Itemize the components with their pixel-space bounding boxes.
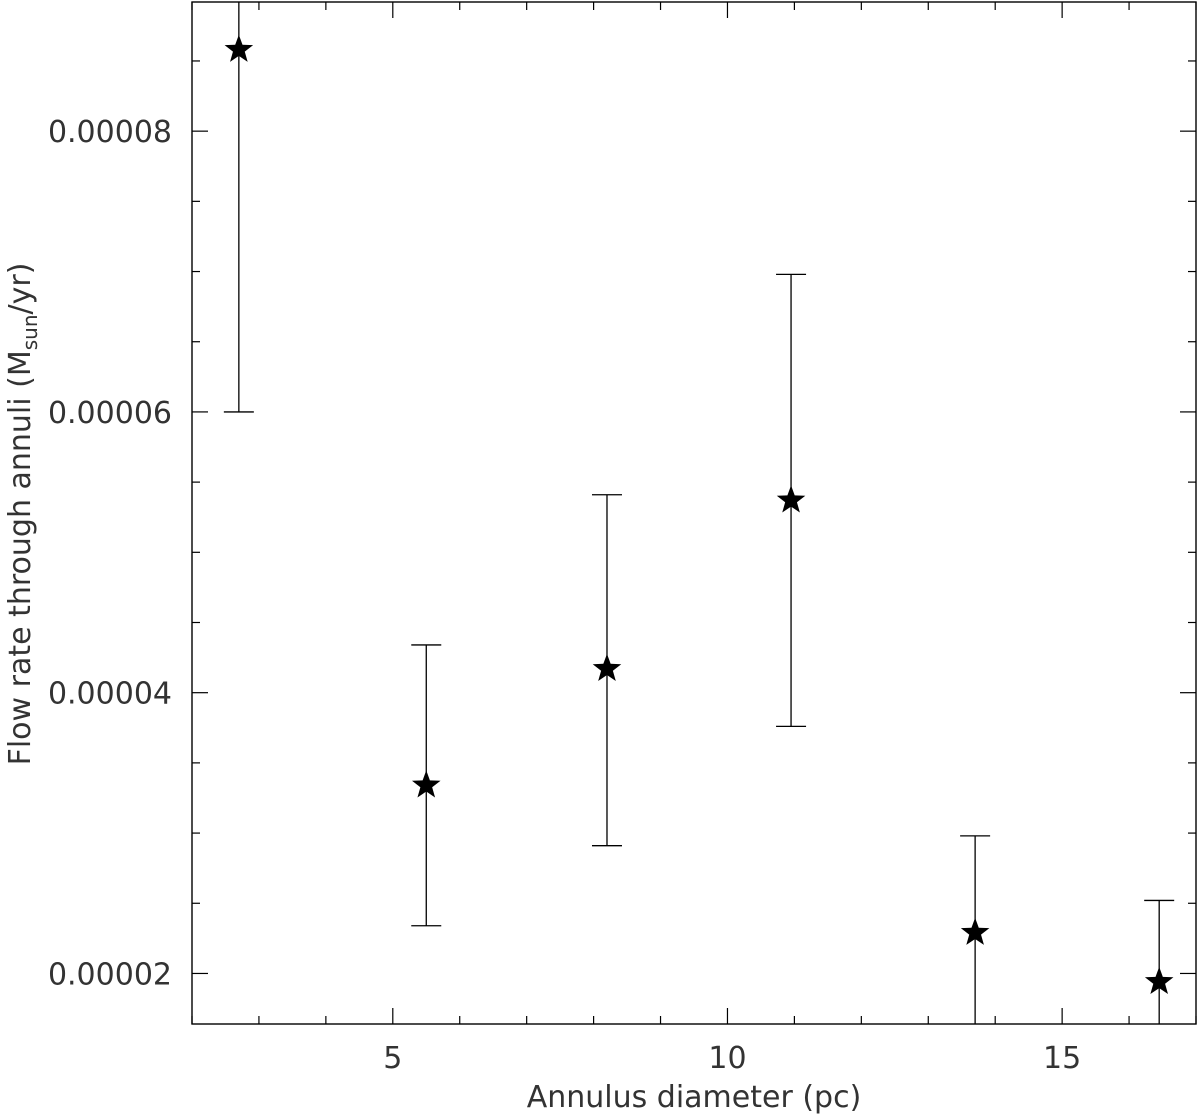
data-points (223, 2, 1175, 1024)
data-point-star (776, 485, 806, 513)
x-tick-label: 15 (1043, 1041, 1081, 1076)
y-tick-label: 0.00006 (48, 396, 172, 431)
x-tick-labels: 5 10 15 (383, 1041, 1081, 1076)
data-point-star (592, 653, 622, 681)
data-point-star (412, 770, 441, 798)
y-tick-label: 0.00008 (48, 115, 172, 150)
x-tick-label: 5 (383, 1041, 402, 1076)
data-point-star (1144, 966, 1174, 995)
y-axis-title-prefix: Flow rate through annuli (M (3, 350, 38, 765)
plot-frame (191, 1, 1197, 1025)
data-point-star (224, 34, 254, 62)
y-tick-label: 0.00004 (48, 677, 172, 712)
x-axis-title: Annulus diameter (pc) (527, 1080, 862, 1115)
y-axis-title-subscript: sun (18, 315, 42, 351)
y-tick-labels: 0.00002 0.00004 0.00006 0.00008 (48, 115, 172, 992)
data-point-star (960, 917, 990, 945)
y-axis-title-suffix: /yr) (3, 263, 38, 315)
y-tick-label: 0.00002 (48, 957, 172, 992)
y-axis-title: Flow rate through annuli (Msun/yr) (3, 263, 42, 766)
axis-ticks (191, 2, 1197, 1024)
x-tick-label: 10 (708, 1041, 746, 1076)
